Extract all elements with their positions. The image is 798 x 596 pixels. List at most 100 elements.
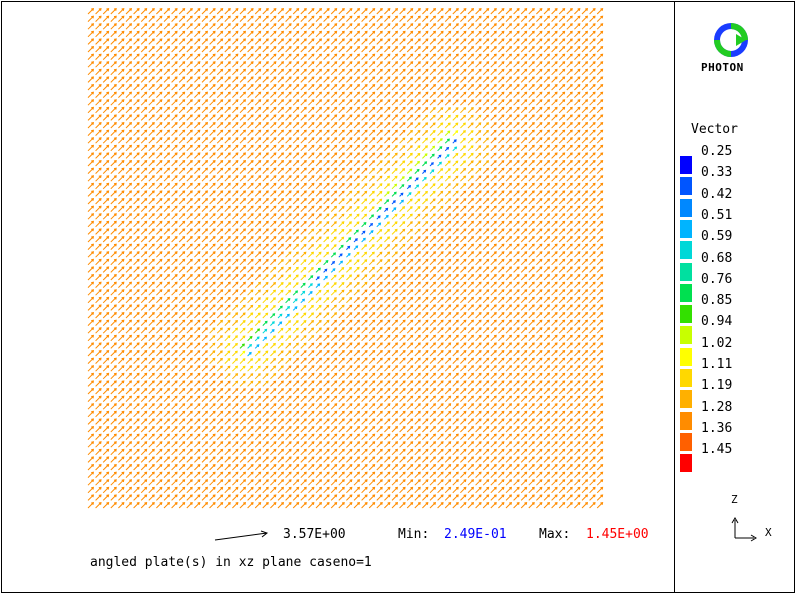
vector-arrow — [543, 425, 551, 433]
vector-arrow — [292, 197, 300, 205]
vector-arrow — [536, 425, 543, 433]
vector-arrow — [140, 129, 148, 136]
vector-arrow — [475, 220, 482, 228]
vector-arrow — [163, 106, 171, 114]
vector-arrow — [186, 327, 193, 334]
vector-arrow — [581, 137, 589, 144]
vector-arrow — [475, 83, 482, 91]
vector-arrow — [361, 395, 368, 402]
vector-arrow — [482, 152, 489, 159]
vector-arrow — [505, 418, 513, 425]
vector-arrow — [323, 304, 330, 311]
vector-arrow — [551, 182, 558, 190]
vector-arrow — [87, 403, 95, 410]
vector-arrow — [543, 114, 551, 121]
vector-arrow — [308, 91, 315, 98]
vector-arrow — [581, 251, 589, 258]
vector-arrow — [156, 197, 163, 205]
vector-arrow — [384, 214, 389, 220]
vector-arrow — [566, 205, 573, 212]
vector-arrow — [224, 190, 231, 197]
vector-arrow — [581, 448, 589, 456]
vector-arrow — [452, 139, 457, 144]
vector-arrow — [194, 281, 201, 288]
vector-arrow — [148, 486, 155, 494]
vector-arrow — [574, 152, 581, 159]
vector-arrow — [216, 190, 224, 197]
vector-arrow — [361, 15, 368, 22]
vector-arrow — [391, 30, 399, 38]
vector-arrow — [87, 106, 95, 114]
vector-arrow — [353, 486, 361, 494]
vector-arrow — [110, 357, 117, 364]
vector-arrow — [490, 38, 497, 45]
vector-arrow — [247, 45, 254, 53]
vector-arrow — [171, 319, 178, 326]
vector-arrow — [346, 99, 353, 106]
vector-arrow — [239, 441, 247, 448]
vector-arrow — [232, 479, 239, 486]
vector-arrow — [232, 235, 239, 243]
vector-arrow — [429, 410, 437, 418]
vector-arrow — [596, 479, 604, 486]
vector-arrow — [520, 471, 528, 478]
vector-arrow — [536, 228, 543, 235]
vector-arrow — [596, 99, 604, 106]
vector-arrow — [558, 395, 566, 402]
vector-arrow — [543, 334, 551, 342]
vector-arrow — [140, 15, 148, 22]
vector-arrow — [110, 99, 117, 106]
vector-arrow — [277, 53, 285, 60]
vector-arrow — [87, 425, 95, 433]
vector-arrow — [429, 448, 437, 456]
vector-arrow — [300, 463, 307, 471]
vector-arrow — [551, 83, 558, 91]
vector-arrow — [475, 160, 482, 167]
vector-arrow — [140, 486, 148, 494]
vector-arrow — [102, 182, 110, 190]
reference-arrow-line — [214, 530, 269, 541]
vector-arrow — [505, 296, 513, 304]
vector-arrow — [361, 387, 368, 395]
vector-arrow — [482, 213, 490, 220]
vector-arrow — [353, 395, 361, 402]
vector-arrow — [118, 319, 125, 326]
vector-arrow — [247, 175, 254, 182]
vector-arrow — [308, 387, 315, 395]
vector-arrow — [353, 152, 361, 159]
vector-arrow — [201, 23, 209, 30]
vector-arrow — [581, 319, 589, 326]
vector-arrow — [346, 68, 353, 76]
vector-arrow — [444, 296, 452, 304]
vector-arrow — [163, 152, 171, 159]
vector-arrow — [232, 258, 239, 266]
vector-arrow — [528, 273, 535, 281]
vector-arrow — [171, 243, 178, 250]
vector-arrow — [194, 463, 201, 471]
vector-arrow — [163, 403, 171, 410]
vector-arrow — [330, 471, 338, 478]
vector-arrow — [452, 213, 459, 220]
vector-arrow — [118, 7, 125, 15]
vector-arrow — [528, 479, 535, 486]
vector-arrow — [528, 99, 535, 106]
vector-arrow — [346, 121, 353, 129]
vector-arrow — [399, 243, 406, 250]
vector-arrow — [391, 471, 399, 478]
vector-arrow — [475, 213, 482, 220]
vector-arrow — [551, 137, 558, 144]
vector-arrow — [277, 213, 285, 220]
vector-arrow — [102, 106, 110, 114]
vector-arrow — [216, 137, 224, 144]
vector-arrow — [323, 251, 330, 258]
vector-arrow — [361, 221, 367, 228]
vector-arrow — [482, 410, 490, 418]
vector-arrow — [422, 418, 429, 425]
vector-arrow — [330, 106, 338, 114]
vector-arrow — [399, 327, 406, 334]
vector-arrow — [292, 15, 300, 22]
vector-arrow — [589, 448, 596, 456]
vector-arrow — [558, 61, 566, 68]
vector-arrow — [414, 357, 421, 364]
vector-arrow — [596, 182, 604, 190]
